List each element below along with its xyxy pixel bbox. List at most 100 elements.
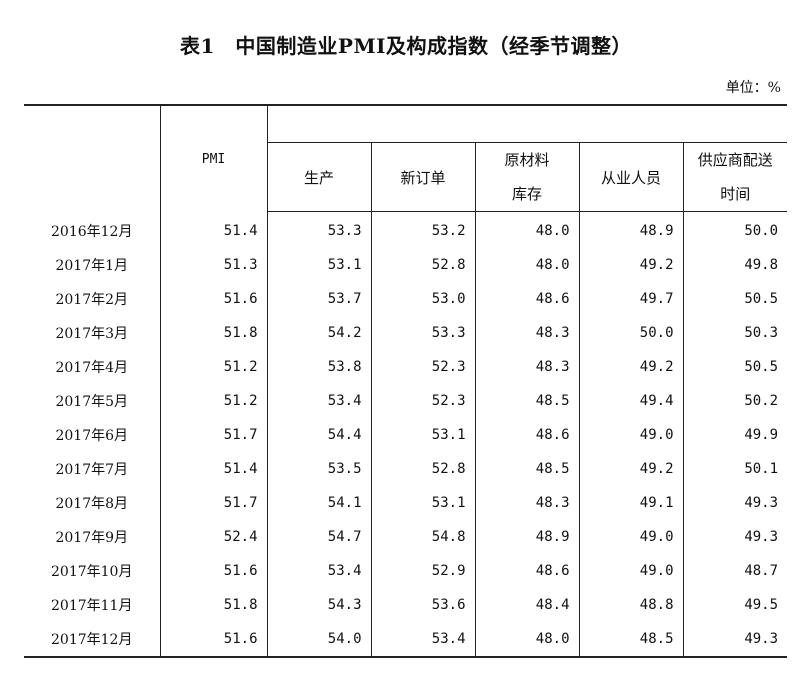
header-group-spacer: [266, 104, 788, 143]
cell-production: 53.1: [266, 248, 371, 282]
table-row: 2017年2月 51.6 53.7 53.0 48.6 49.7 50.5: [24, 282, 788, 316]
table-row: 2017年10月 51.6 53.4 52.9 48.6 49.0 48.7: [24, 554, 788, 588]
cell-production: 54.0: [266, 622, 371, 657]
header-supplier-delivery: 供应商配送 时间: [682, 142, 788, 212]
cell-employment: 49.2: [578, 248, 683, 282]
cell-raw-material-inventory: 48.3: [474, 350, 579, 384]
header-production: 生产: [266, 142, 371, 212]
header-raw-material-inventory-line1: 原材料: [504, 151, 550, 169]
cell-pmi: 51.6: [159, 282, 267, 316]
cell-month: 2017年2月: [55, 292, 129, 308]
header-pmi: PMI: [159, 104, 267, 212]
header-raw-material-inventory-line2: 库存: [511, 185, 542, 203]
cell-production: 53.3: [266, 211, 371, 248]
cell-employment: 48.5: [578, 622, 683, 657]
cell-raw-material-inventory: 48.6: [474, 282, 579, 316]
cell-pmi: 51.6: [159, 554, 267, 588]
header-raw-material-inventory: 原材料 库存: [474, 142, 579, 212]
cell-supplier-delivery: 50.3: [682, 316, 788, 350]
cell-new-orders: 54.8: [370, 520, 475, 554]
cell-employment: 50.0: [578, 316, 683, 350]
cell-production: 54.2: [266, 316, 371, 350]
cell-new-orders: 53.0: [370, 282, 475, 316]
cell-raw-material-inventory: 48.9: [474, 520, 579, 554]
cell-pmi: 51.4: [159, 452, 267, 486]
cell-production: 53.8: [266, 350, 371, 384]
cell-supplier-delivery: 49.5: [682, 588, 788, 622]
cell-supplier-delivery: 50.0: [682, 211, 788, 248]
table-body: 2016年12月 51.4 53.3 53.2 48.0 48.9 50.0 2017年1月 5…: [24, 211, 788, 657]
cell-raw-material-inventory: 48.3: [474, 316, 579, 350]
table-row: 2017年8月 51.7 54.1 53.1 48.3 49.1 49.3: [24, 486, 788, 520]
cell-raw-material-inventory: 48.5: [474, 452, 579, 486]
cell-new-orders: 52.3: [370, 350, 475, 384]
cell-raw-material-inventory: 48.0: [474, 622, 579, 657]
cell-supplier-delivery: 49.3: [682, 622, 788, 657]
cell-production: 53.4: [266, 554, 371, 588]
cell-production: 53.4: [266, 384, 371, 418]
cell-pmi: 52.4: [159, 520, 267, 554]
cell-supplier-delivery: 50.1: [682, 452, 788, 486]
cell-new-orders: 53.1: [370, 486, 475, 520]
cell-new-orders: 53.2: [370, 211, 475, 248]
cell-month: 2017年11月: [51, 598, 133, 614]
table-row: 2017年7月 51.4 53.5 52.8 48.5 49.2 50.1: [24, 452, 788, 486]
cell-supplier-delivery: 49.8: [682, 248, 788, 282]
cell-pmi: 51.8: [159, 316, 267, 350]
corner-cell: [24, 104, 160, 212]
cell-raw-material-inventory: 48.0: [474, 248, 579, 282]
cell-supplier-delivery: 50.5: [682, 350, 788, 384]
cell-pmi: 51.7: [159, 486, 267, 520]
table-row: 2017年1月 51.3 53.1 52.8 48.0 49.2 49.8: [24, 248, 788, 282]
cell-month: 2017年10月: [51, 564, 133, 580]
cell-supplier-delivery: 49.3: [682, 520, 788, 554]
cell-pmi: 51.7: [159, 418, 267, 452]
header-supplier-delivery-line1: 供应商配送: [697, 151, 773, 169]
cell-month: 2017年7月: [55, 462, 129, 478]
cell-new-orders: 52.8: [370, 452, 475, 486]
pmi-table: PMI 生产 新订单 原材料 库存 从业人员 供应商配送 时间 2016年12月…: [24, 104, 788, 658]
cell-production: 53.5: [266, 452, 371, 486]
cell-new-orders: 53.4: [370, 622, 475, 657]
cell-new-orders: 53.3: [370, 316, 475, 350]
table-title: 表1 中国制造业PMI及构成指数（经季节调整）: [180, 34, 632, 58]
cell-new-orders: 52.9: [370, 554, 475, 588]
cell-month: 2017年5月: [55, 394, 129, 410]
cell-production: 54.3: [266, 588, 371, 622]
cell-pmi: 51.2: [159, 350, 267, 384]
cell-month: 2017年9月: [55, 530, 129, 546]
table-row: 2017年5月 51.2 53.4 52.3 48.5 49.4 50.2: [24, 384, 788, 418]
cell-raw-material-inventory: 48.3: [474, 486, 579, 520]
cell-employment: 49.2: [578, 350, 683, 384]
cell-production: 54.4: [266, 418, 371, 452]
cell-supplier-delivery: 48.7: [682, 554, 788, 588]
table-row: 2017年9月 52.4 54.7 54.8 48.9 49.0 49.3: [24, 520, 788, 554]
cell-month: 2017年6月: [55, 428, 129, 444]
cell-new-orders: 52.8: [370, 248, 475, 282]
cell-month: 2017年12月: [51, 632, 133, 648]
cell-pmi: 51.8: [159, 588, 267, 622]
cell-raw-material-inventory: 48.6: [474, 418, 579, 452]
cell-month: 2017年4月: [55, 360, 129, 376]
cell-month: 2017年8月: [55, 496, 129, 512]
cell-production: 54.1: [266, 486, 371, 520]
cell-employment: 49.0: [578, 520, 683, 554]
cell-month: 2016年12月: [51, 223, 133, 240]
cell-raw-material-inventory: 48.6: [474, 554, 579, 588]
cell-raw-material-inventory: 48.0: [474, 211, 579, 248]
cell-employment: 49.4: [578, 384, 683, 418]
cell-pmi: 51.3: [159, 248, 267, 282]
cell-new-orders: 53.1: [370, 418, 475, 452]
cell-supplier-delivery: 49.9: [682, 418, 788, 452]
cell-raw-material-inventory: 48.4: [474, 588, 579, 622]
cell-employment: 48.9: [578, 211, 683, 248]
header-new-orders: 新订单: [370, 142, 475, 212]
cell-supplier-delivery: 50.2: [682, 384, 788, 418]
table-row: 2017年4月 51.2 53.8 52.3 48.3 49.2 50.5: [24, 350, 788, 384]
cell-supplier-delivery: 49.3: [682, 486, 788, 520]
cell-production: 54.7: [266, 520, 371, 554]
table-row: 2016年12月 51.4 53.3 53.2 48.0 48.9 50.0: [24, 211, 788, 248]
table-row: 2017年3月 51.8 54.2 53.3 48.3 50.0 50.3: [24, 316, 788, 350]
cell-pmi: 51.2: [159, 384, 267, 418]
header-employment: 从业人员: [578, 142, 683, 212]
